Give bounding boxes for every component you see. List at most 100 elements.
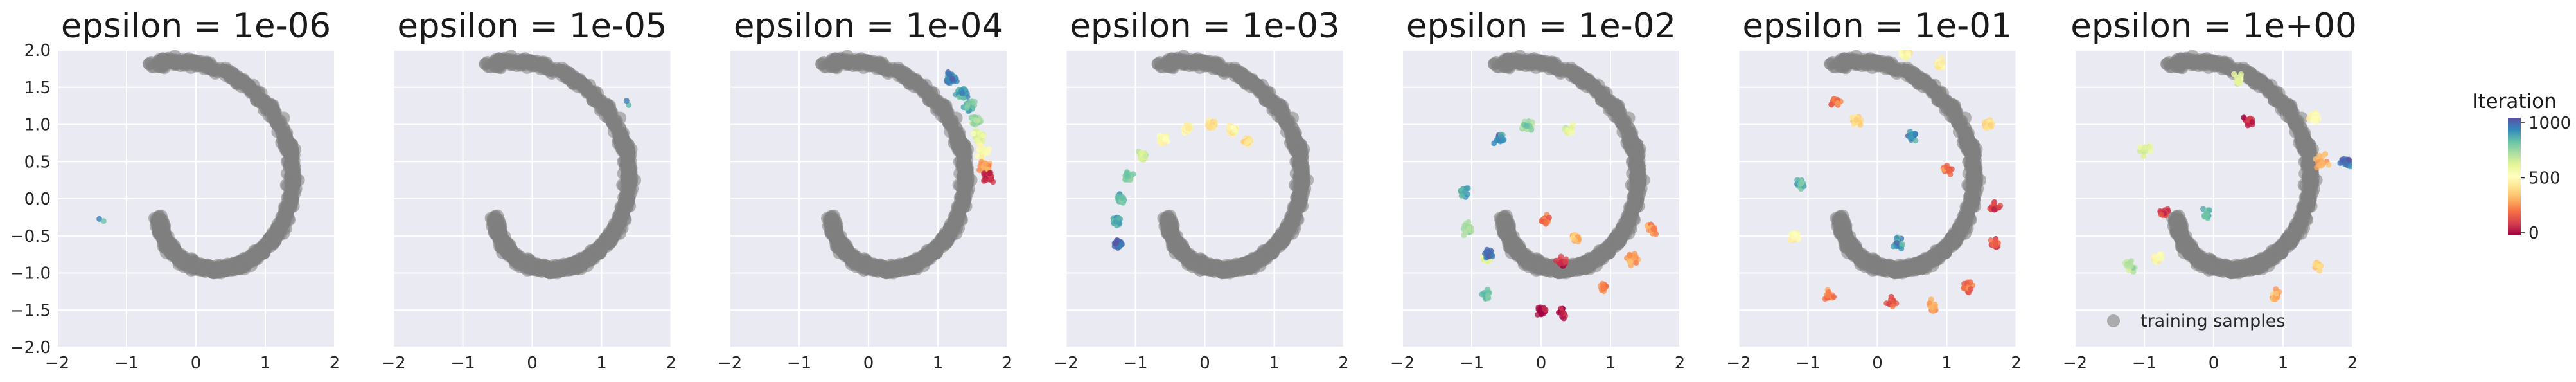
generated-sample-point [986,146,992,152]
training-sample-point [621,145,635,159]
generated-sample-point [626,102,632,108]
training-sample-point [1154,60,1168,73]
y-tick-label: −2.0 [10,338,51,358]
training-sample-point [593,246,606,260]
training-sample-point [818,60,831,73]
training-sample-point [547,264,560,278]
panel-title: epsilon = 1e-06 [61,6,331,46]
x-tick-label: −1 [1123,354,1147,373]
training-sample-point [590,91,603,105]
x-tick-label: 0 [191,354,202,373]
generated-sample-point [981,170,987,176]
generated-sample-point [1185,125,1191,132]
training-sample-point [958,179,971,192]
training-sample-point [892,65,905,78]
generated-sample-point [949,76,955,82]
x-tick-label: 0 [863,354,874,373]
panel-1: epsilon = 1e-06−2 −1 0 1 22.01.51.00.50.0−0.… [10,6,340,373]
training-sample-point [877,61,890,75]
y-tick-label: 0.0 [24,190,51,209]
training-sample-point [930,246,943,260]
generated-sample-point [623,98,630,104]
x-tick-label: 0 [527,354,538,373]
generated-sample-point [978,132,984,138]
y-tick-label: −1.0 [10,264,51,284]
training-sample-point [232,71,245,84]
x-tick-label: 2 [330,354,340,373]
panel-title: epsilon = 1e-05 [397,6,667,46]
training-sample-point [958,145,971,159]
training-samples [815,50,978,280]
generated-sample-point [978,148,984,154]
training-sample-point [525,59,539,73]
training-sample-point [946,116,959,130]
training-sample-point [1289,208,1303,222]
training-sample-point [257,246,270,260]
training-sample-point [608,228,621,242]
training-sample-point [210,264,224,278]
training-sample-point [145,60,159,73]
training-sample-point [204,61,218,75]
x-tick-label: −1 [450,354,475,373]
training-sample-point [953,208,967,222]
training-sample-point [622,164,635,177]
generated-sample-point [971,131,977,137]
x-tick-label: −1 [114,354,139,373]
generated-sample-point [982,160,989,167]
training-sample-point [1219,264,1233,278]
training-sample-point [1228,65,1241,78]
training-sample-point [190,260,204,274]
x-tick-label: 1 [596,354,607,373]
training-sample-point [1280,228,1294,242]
training-sample-point [482,60,495,73]
training-samples [479,50,642,280]
generated-sample-point [1138,150,1145,156]
training-sample-point [273,116,287,130]
training-sample-point [222,261,235,275]
training-sample-point [493,56,507,69]
panel-3: epsilon = 1e-04−2 −1 0 1 2 [718,6,1012,373]
y-tick-label: −0.5 [10,227,51,246]
generated-samples [1110,117,1254,251]
training-sample-point [958,164,972,177]
training-sample-point [1231,261,1244,275]
x-tick-label: 1 [260,354,271,373]
generated-sample-point [100,218,107,224]
training-sample-point [1294,164,1308,177]
generated-sample-point [96,215,103,222]
training-sample-point [830,56,843,69]
panel-2: epsilon = 1e-05−2 −1 0 1 2 [381,6,676,373]
x-tick-label: −2 [45,354,69,373]
y-tick-label: 2.0 [24,41,51,60]
panel-5: epsilon = 1e-02−2 −1 0 1 2 [1390,6,1685,373]
x-tick-label: 2 [1002,354,1013,373]
training-sample-point [926,91,939,105]
y-tick-label: 1.5 [24,78,51,98]
training-sample-point [488,214,502,228]
generated-sample-point [982,177,989,184]
training-sample-point [190,59,203,73]
training-sample-point [610,116,622,130]
generated-sample-point [1115,194,1121,201]
x-tick-label: 1 [933,354,944,373]
training-sample-point [622,179,635,192]
training-sample-point [253,91,267,105]
x-tick-label: 2 [666,354,676,373]
training-sample-point [245,248,258,262]
generated-sample-point [1156,139,1163,145]
training-sample-point [219,65,233,78]
training-sample-point [166,249,179,262]
generated-sample-point [1244,140,1250,146]
y-tick-label: 0.5 [24,152,51,172]
generated-sample-point [1117,216,1124,222]
training-sample-point [556,65,569,78]
training-sample-point [1282,116,1295,130]
generated-sample-point [987,177,994,183]
training-sample-point [285,179,299,192]
training-sample-point [827,226,840,239]
training-sample-point [281,208,294,222]
training-sample-point [1294,145,1307,159]
panel-4: epsilon = 1e-03−2 −1 0 1 2 [1054,6,1348,373]
training-sample-point [152,214,166,228]
training-sample-point [1292,197,1306,211]
